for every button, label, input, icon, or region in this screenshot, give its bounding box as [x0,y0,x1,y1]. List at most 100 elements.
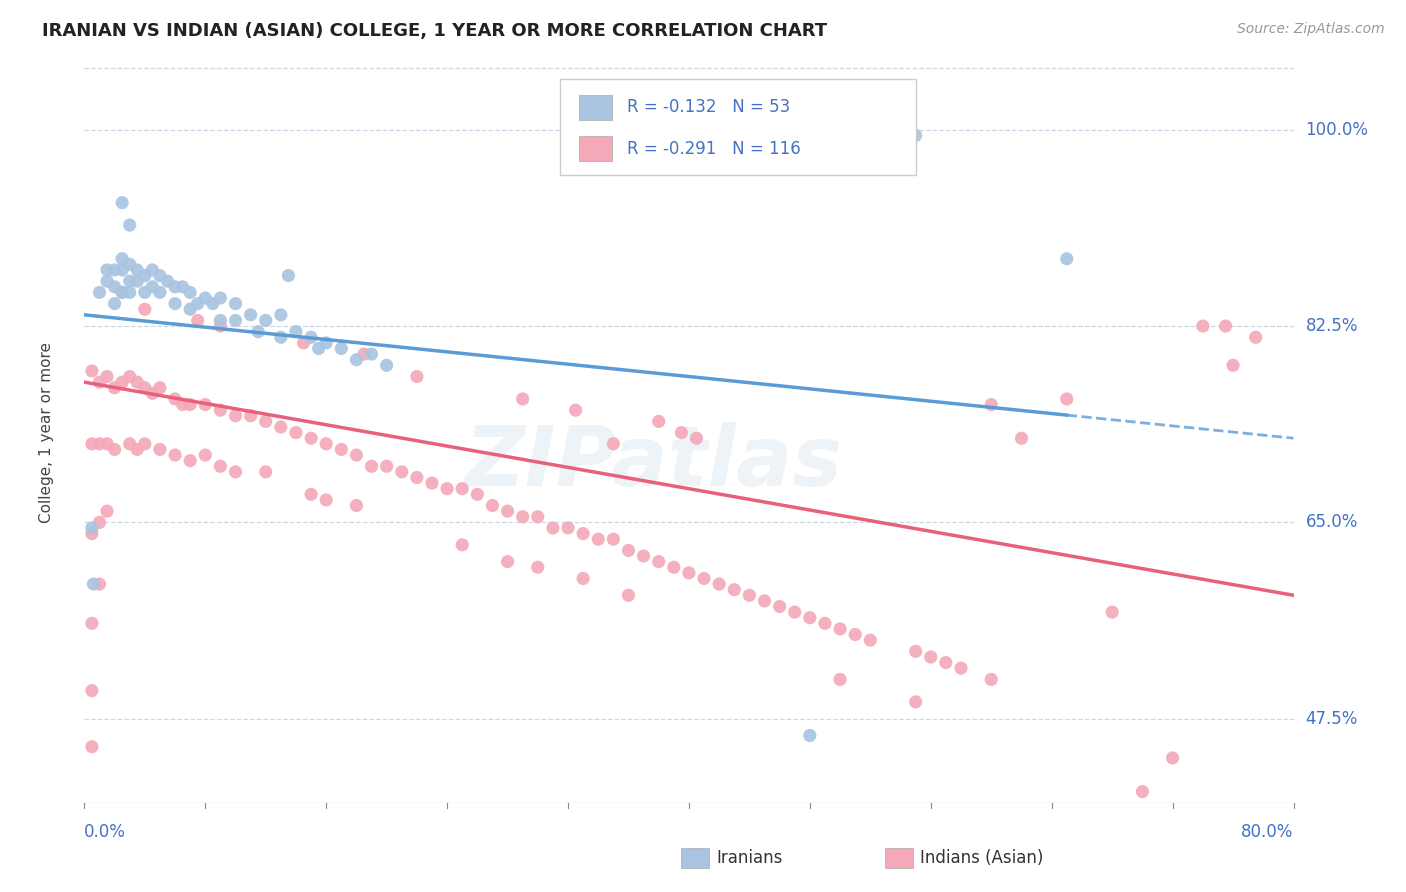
Point [904,128,927,143]
Point [118,285,141,300]
Point [330,342,353,356]
Point [1056,252,1078,266]
Point [141,386,163,401]
Text: 0.0%: 0.0% [84,823,127,841]
Point [96,274,118,288]
Point [1101,605,1123,619]
Point [481,499,503,513]
Point [346,499,368,513]
Point [134,268,156,283]
Point [141,263,163,277]
Point [617,588,640,602]
Point [225,296,247,310]
Point [179,285,201,300]
Point [225,465,247,479]
Point [564,403,586,417]
Point [1244,330,1267,344]
Point [980,398,1002,412]
Point [512,509,534,524]
Point [723,582,745,597]
Point [80,437,103,451]
Point [89,516,111,530]
Point [179,453,201,467]
Bar [886,847,912,868]
Point [391,465,413,479]
Point [111,285,134,300]
Text: R = -0.291   N = 116: R = -0.291 N = 116 [627,140,801,158]
Point [239,308,262,322]
Point [209,459,232,474]
Point [104,296,127,310]
Point [1215,319,1237,334]
Point [149,442,172,457]
Point [709,577,731,591]
Point [299,487,322,501]
Text: 80.0%: 80.0% [1241,823,1294,841]
Point [451,482,474,496]
Point [254,313,277,327]
Point [799,611,821,625]
Point [127,375,149,389]
Point [80,364,103,378]
Point [80,521,103,535]
Text: 65.0%: 65.0% [1306,514,1358,532]
Text: R = -0.132   N = 53: R = -0.132 N = 53 [627,98,790,116]
Point [165,296,187,310]
Point [980,673,1002,687]
Point [496,504,519,518]
Point [1056,392,1078,406]
Point [104,381,127,395]
Point [270,330,292,344]
Point [527,560,550,574]
Text: 100.0%: 100.0% [1306,120,1368,139]
Point [285,325,308,339]
Point [209,319,232,334]
Point [685,431,707,445]
Point [165,280,187,294]
Point [127,442,149,457]
Point [127,274,149,288]
Point [1011,431,1033,445]
Point [118,274,141,288]
Point [935,656,957,670]
Point [671,425,693,440]
Point [225,409,247,423]
Point [315,437,337,451]
Point [602,532,624,546]
Point [769,599,792,614]
Point [693,571,716,585]
Point [96,437,118,451]
Point [754,594,776,608]
Point [360,347,382,361]
Point [1130,784,1153,798]
Bar [579,95,612,120]
Bar [561,79,915,175]
Point [315,492,337,507]
Point [80,616,103,631]
Point [194,291,217,305]
Point [330,442,353,457]
Point [648,414,671,428]
Point [225,313,247,327]
Point [904,644,927,658]
Point [406,470,429,484]
Text: Indians (Asian): Indians (Asian) [920,849,1043,867]
Point [118,257,141,271]
Point [436,482,458,496]
Text: IRANIAN VS INDIAN (ASIAN) COLLEGE, 1 YEAR OR MORE CORRELATION CHART: IRANIAN VS INDIAN (ASIAN) COLLEGE, 1 YEA… [42,22,827,40]
Point [209,291,232,305]
Point [662,560,685,574]
Point [527,509,550,524]
Point [134,381,156,395]
Point [80,739,103,754]
Point [80,683,103,698]
Point [209,313,232,327]
Point [420,476,443,491]
Point [239,409,262,423]
Point [89,577,111,591]
Point [111,285,134,300]
Point [299,330,322,344]
Point [149,268,172,283]
Point [315,335,337,350]
Point [406,369,429,384]
